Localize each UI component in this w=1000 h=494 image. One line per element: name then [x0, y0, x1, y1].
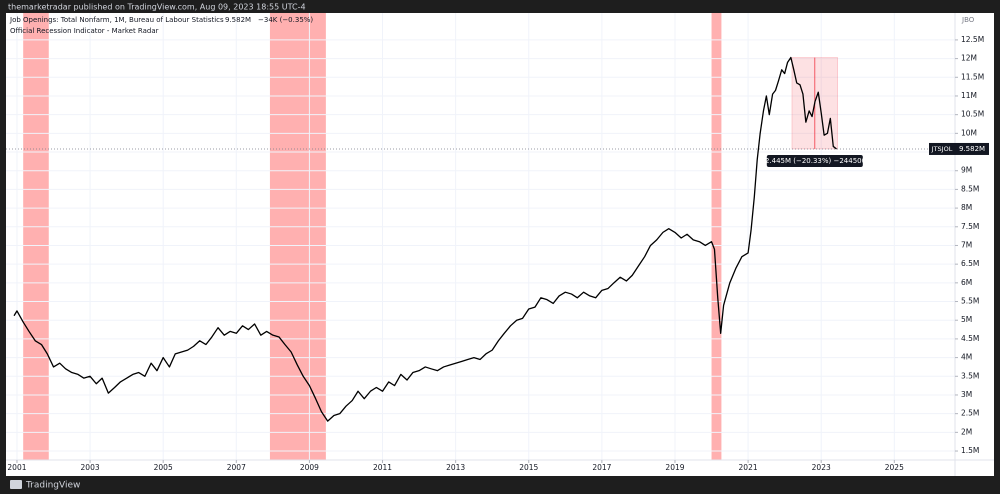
x-tick-label: 2009	[300, 463, 319, 472]
x-tick-label: 2019	[665, 463, 684, 472]
chart-subtitle: Official Recession Indicator - Market Ra…	[10, 27, 159, 35]
last-value-label: 9.582M	[959, 145, 985, 153]
y-tick-label: 4M	[961, 353, 972, 362]
footer-brand: TradingView	[25, 481, 80, 491]
y-tick-label: 4.5M	[961, 334, 979, 343]
y-tick-label: 9M	[961, 166, 972, 175]
x-tick-label: 2005	[154, 463, 173, 472]
y-tick-label: 10.5M	[961, 110, 984, 119]
y-tick-label: 5.5M	[961, 297, 979, 306]
last-value-bg	[955, 142, 989, 155]
y-tick-label: 10M	[961, 128, 977, 137]
scale-label: JBO	[961, 16, 975, 24]
published-line: themarketradar published on TradingView.…	[8, 3, 306, 12]
x-tick-label: 2025	[885, 463, 904, 472]
y-tick-label: 1.5M	[961, 446, 979, 455]
x-tick-label: 2011	[373, 463, 392, 472]
header-change: −34K (−0.35%)	[258, 16, 313, 24]
recession-band	[711, 13, 722, 460]
y-tick-label: 7.5M	[961, 222, 979, 231]
x-tick-label: 2013	[446, 463, 465, 472]
y-tick-label: 6M	[961, 278, 972, 287]
x-tick-label: 2007	[227, 463, 246, 472]
y-tick-label: 5M	[961, 315, 972, 324]
measure-label: −2.445M (−20.33%) −2445000	[759, 157, 870, 165]
x-tick-label: 2015	[519, 463, 538, 472]
y-tick-label: 11.5M	[961, 72, 984, 81]
chart-panel	[6, 13, 994, 476]
y-tick-label: 2.5M	[961, 409, 979, 418]
y-tick-label: 3.5M	[961, 371, 979, 380]
y-tick-label: 8.5M	[961, 184, 979, 193]
y-tick-label: 8M	[961, 203, 972, 212]
y-tick-label: 11M	[961, 91, 977, 100]
y-tick-label: 12.5M	[961, 35, 984, 44]
series-line	[13, 56, 837, 422]
series-name-bg	[929, 142, 955, 155]
y-tick-label: 3M	[961, 390, 972, 399]
chart-title: Job Openings: Total Nonfarm, 1M, Bureau …	[9, 16, 224, 24]
recession-band	[269, 13, 326, 460]
x-tick-label: 2023	[812, 463, 831, 472]
y-tick-label: 6.5M	[961, 259, 979, 268]
x-tick-label: 2021	[739, 463, 758, 472]
recession-band	[23, 13, 49, 460]
measure-label-bg	[766, 154, 863, 167]
x-tick-label: 2017	[592, 463, 611, 472]
y-tick-label: 7M	[961, 240, 972, 249]
series-name-label: JTSJOL	[931, 145, 953, 153]
header-last: 9.582M	[225, 16, 251, 24]
y-tick-label: 2M	[961, 427, 972, 436]
y-tick-label: 12M	[961, 54, 977, 63]
x-tick-label: 2003	[81, 463, 100, 472]
x-tick-label: 2001	[7, 463, 26, 472]
footer-logo	[10, 480, 22, 489]
